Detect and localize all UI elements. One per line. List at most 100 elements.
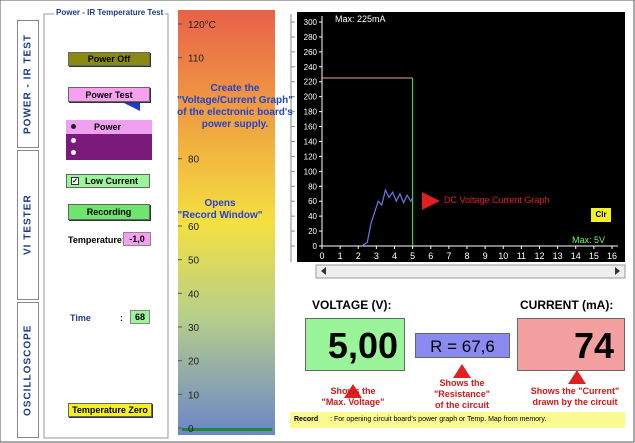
x-tick-label: 5 — [410, 251, 415, 261]
thermo-tick-label: 30 — [188, 323, 200, 334]
thermo-tick-label: 50 — [188, 256, 200, 267]
radio-label[interactable]: Power — [94, 122, 122, 132]
thermo-tick-label: 110 — [188, 54, 204, 65]
x-tick-label: 3 — [374, 251, 379, 261]
temperature-value: -1,0 — [123, 232, 151, 246]
note-line: drawn by the circuit — [532, 397, 618, 407]
mode-group: Power — [66, 120, 152, 160]
max-voltage-label: Max: 5V — [572, 235, 606, 245]
x-tick-label: 0 — [319, 251, 324, 261]
x-tick-label: 14 — [571, 251, 581, 261]
tab-box[interactable]: POWER - IR TEST — [17, 20, 39, 148]
thermo-tick-label: 80 — [188, 155, 200, 166]
annotation-line: of the electronic board's — [177, 107, 293, 118]
y-tick-label: 180 — [304, 108, 318, 117]
y-tick-label: 160 — [304, 123, 318, 132]
thermo-tick-label: 60 — [188, 222, 200, 233]
note-line: "Resistance" — [433, 389, 491, 399]
tab[interactable]: POWER - IR TEST — [22, 34, 34, 134]
button[interactable]: Temperature Zero — [68, 403, 152, 417]
x-tick-label: 7 — [446, 251, 451, 261]
note: Shows the "Max. Voltage" — [303, 386, 403, 408]
radio[interactable] — [71, 150, 76, 155]
clear-button[interactable]: Clr — [591, 208, 611, 222]
x-tick-label: 6 — [428, 251, 433, 261]
x-tick-label: 13 — [553, 251, 563, 261]
x-tick-label: 1 — [338, 251, 343, 261]
tab[interactable]: OSCILLOSCOPE — [22, 324, 34, 416]
y-tick-label: 60 — [308, 197, 317, 206]
tab-box[interactable]: OSCILLOSCOPE — [17, 302, 39, 438]
note: Shows the "Resistance" of the circuit — [412, 378, 512, 411]
button[interactable]: Power Test — [68, 87, 150, 102]
y-tick-label: 20 — [308, 227, 317, 236]
mode-row[interactable] — [66, 120, 152, 134]
status-text: : For opening circuit board's power grap… — [330, 416, 547, 423]
annotation: Create the "Voltage/Current Graph" of th… — [160, 83, 310, 131]
note: Shows the "Current" drawn by the circuit — [517, 386, 633, 408]
panel-frame — [43, 13, 169, 439]
x-tick-label: 10 — [498, 251, 508, 261]
voltage-readout: 5,00 — [305, 318, 405, 371]
button[interactable]: Power Off — [68, 52, 150, 66]
y-tick-label: 100 — [304, 167, 318, 176]
thermometer — [178, 10, 275, 435]
annotation-line: Create the — [210, 83, 260, 94]
panel-title: Power - IR Temperature Test — [54, 8, 166, 17]
note-line: of the circuit — [434, 400, 489, 410]
time-sep: : — [120, 313, 123, 323]
y-tick-label: 280 — [304, 33, 318, 42]
annotation: Opens "Record Window" — [160, 198, 280, 222]
tab[interactable]: VI TESTER — [22, 194, 34, 256]
x-tick-label: 4 — [392, 251, 397, 261]
x-tick-label: 11 — [517, 251, 526, 261]
annotation-line: power supply. — [201, 119, 269, 130]
thermo-tick-label: 10 — [188, 390, 200, 401]
scrollbar — [315, 264, 626, 279]
y-tick-label: 220 — [304, 78, 318, 87]
time-label: Time — [70, 313, 91, 323]
y-tick-label: 140 — [304, 137, 318, 146]
thermo-tick-label: 120°C — [188, 20, 216, 31]
checkbox[interactable]: ✓ — [71, 177, 79, 185]
red-arrows — [344, 364, 586, 398]
note-line: Shows the — [439, 378, 485, 388]
checkbox-row[interactable]: ✓ Low Current — [66, 174, 150, 188]
max-current-label: Max: 225mA — [335, 14, 386, 24]
voltage-label: VOLTAGE (V): — [312, 298, 392, 312]
y-tick-label: 300 — [304, 18, 318, 27]
note-line: Shows the "Current" — [530, 386, 620, 396]
thermo-tick-label: 0 — [188, 424, 194, 435]
radio[interactable] — [71, 138, 76, 143]
annotation-line: "Voltage/Current Graph" — [177, 95, 293, 106]
resistance-readout: R = 67,6 — [415, 333, 510, 358]
checkbox-label[interactable]: Low Current — [85, 176, 138, 186]
status-key: Record — [294, 416, 319, 423]
tab-box[interactable]: VI TESTER — [17, 150, 39, 300]
annotation-line: "Record Window" — [177, 210, 263, 221]
graph-callout: DC Voltage Current Graph — [444, 195, 550, 205]
y-tick-label: 260 — [304, 48, 318, 57]
x-tick-label: 16 — [607, 251, 617, 261]
time-value: 68 — [130, 310, 150, 324]
button[interactable]: Recording — [68, 204, 150, 220]
annotation-line: Opens — [204, 198, 236, 209]
y-tick-label: 240 — [304, 63, 318, 72]
graph-box — [297, 12, 625, 262]
radio[interactable] — [71, 124, 76, 129]
thermo-tick-label: 20 — [188, 357, 200, 368]
y-tick-label: 40 — [308, 212, 317, 221]
x-tick-label: 15 — [589, 251, 599, 261]
status-bar: Record : For opening circuit board's pow… — [290, 412, 625, 428]
current-label: CURRENT (mA): — [520, 298, 614, 312]
y-tick-label: 120 — [304, 152, 318, 161]
x-tick-label: 9 — [483, 251, 488, 261]
x-tick-label: 2 — [356, 251, 361, 261]
y-tick-label: 200 — [304, 93, 318, 102]
graph-callout-arrow — [422, 192, 440, 210]
x-tick-label: 12 — [534, 251, 544, 261]
y-tick-label: 80 — [308, 182, 317, 191]
